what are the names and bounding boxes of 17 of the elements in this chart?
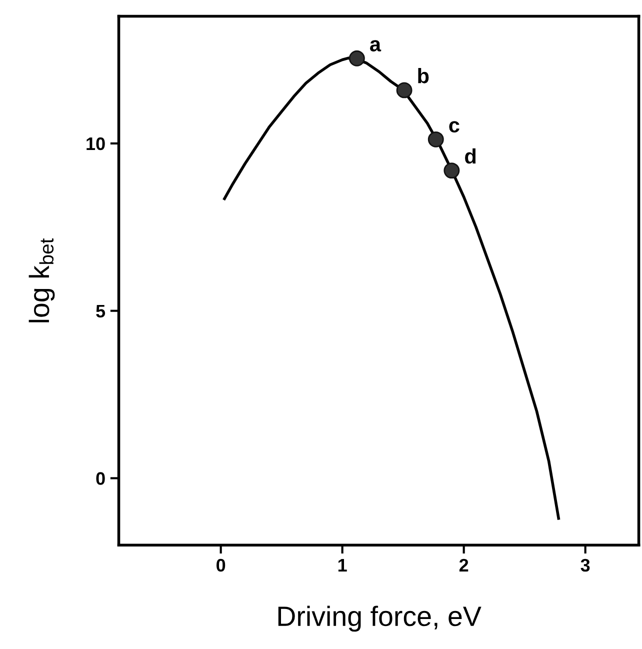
x-tick-label: 3 [580,558,590,572]
y-tick-label: 0 [96,472,105,485]
y-tick-label: 10 [86,137,105,150]
x-tick-label: 1 [338,559,347,572]
annotation: a [370,40,382,52]
point [444,162,460,179]
point [348,50,365,66]
point [428,131,444,148]
x-axis-title: Driving force, eV [278,606,482,632]
annotation: b [418,68,429,84]
annotation: d [465,148,476,164]
y-axis-title: log k$_{bet}$ [28,238,55,322]
point [396,82,412,98]
x-tick-label: 0 [216,558,226,572]
y-tick-label: 5 [96,304,106,318]
annotation: c [449,121,460,133]
x-tick-label: 2 [459,558,468,572]
